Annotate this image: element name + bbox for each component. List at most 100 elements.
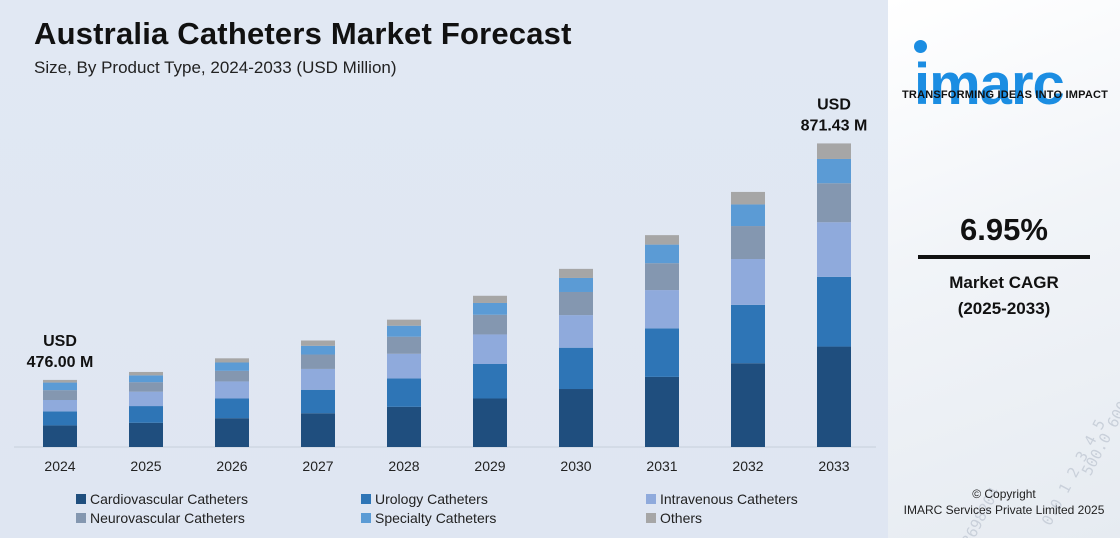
x-tick-label: 2027 — [302, 458, 333, 474]
legend-swatch — [646, 513, 656, 523]
bar-segment — [817, 276, 851, 347]
data-label: 871.43 M — [801, 117, 868, 134]
legend-label: Cardiovascular Catheters — [90, 491, 248, 507]
x-tick-label: 2032 — [732, 458, 763, 474]
legend-item: Neurovascular Catheters — [76, 510, 361, 526]
legend-label: Others — [660, 510, 703, 526]
bar-segment — [43, 382, 77, 391]
bar-segment — [473, 398, 507, 447]
bar-segment — [731, 363, 765, 447]
bar-segment — [731, 259, 765, 305]
annotations-group: USD 476.00 M USD 871.43 M — [27, 96, 868, 370]
bar-segment — [473, 314, 507, 335]
legend-item: Urology Catheters — [361, 491, 646, 507]
legend-item: Specialty Catheters — [361, 510, 646, 526]
bar-segment — [817, 222, 851, 277]
imarc-logo: imarc — [900, 26, 1110, 114]
bar-segment — [473, 295, 507, 303]
bar-segment — [129, 422, 163, 447]
bar-segment — [645, 290, 679, 329]
x-tick-label: 2026 — [216, 458, 247, 474]
legend-label: Neurovascular Catheters — [90, 510, 245, 526]
data-label: 476.00 M — [27, 354, 94, 371]
data-label: USD — [817, 96, 851, 113]
bar-segment — [215, 370, 249, 382]
bar-segment — [215, 362, 249, 371]
bar-segment — [129, 375, 163, 383]
bars-group — [43, 143, 851, 447]
legend-swatch — [361, 513, 371, 523]
bar-segment — [129, 371, 163, 376]
cagr-divider — [918, 255, 1090, 259]
legend-label: Specialty Catheters — [375, 510, 497, 526]
bar-segment — [559, 389, 593, 447]
bar-segment — [559, 277, 593, 292]
x-tick-labels: 2024 2025 2026 2027 2028 2029 2030 2031 2032 2033 — [44, 458, 849, 474]
bar-segment — [731, 191, 765, 205]
bar-segment — [731, 226, 765, 260]
x-tick-label: 2024 — [44, 458, 75, 474]
bar-segment — [473, 363, 507, 399]
x-tick-label: 2029 — [474, 458, 505, 474]
bar-segment — [129, 382, 163, 392]
bar-segment — [473, 302, 507, 315]
x-tick-label: 2033 — [818, 458, 849, 474]
cagr-label-line1: Market CAGR — [949, 273, 1059, 292]
copyright: © Copyright IMARC Services Private Limit… — [888, 486, 1120, 518]
bar-segment — [129, 406, 163, 423]
legend-swatch — [76, 494, 86, 504]
bar-segment — [473, 334, 507, 364]
bar-segment — [817, 183, 851, 223]
bar-segment — [387, 378, 421, 407]
bar-segment — [817, 158, 851, 184]
bar-segment — [387, 406, 421, 447]
bar-segment — [645, 244, 679, 264]
bar-segment — [387, 319, 421, 326]
legend-item: Others — [646, 510, 876, 526]
chart-legend: Cardiovascular Catheters Urology Catheter… — [76, 491, 876, 526]
bar-segment — [387, 325, 421, 337]
chart-subtitle: Size, By Product Type, 2024-2033 (USD Mi… — [34, 58, 397, 77]
bar-segment — [43, 425, 77, 447]
copyright-line: © Copyright — [972, 487, 1036, 501]
bar-segment — [645, 235, 679, 245]
bar-segment — [645, 328, 679, 377]
bar-segment — [215, 358, 249, 363]
data-label: USD — [43, 333, 77, 350]
bar-segment — [731, 204, 765, 227]
bar-segment — [43, 411, 77, 426]
cagr-label: Market CAGR (2025-2033) — [918, 270, 1090, 322]
legend-swatch — [76, 513, 86, 523]
bar-segment — [43, 400, 77, 412]
legend-swatch — [361, 494, 371, 504]
logo-dot-icon — [914, 40, 927, 53]
bar-segment — [43, 390, 77, 401]
stacked-bar-chart: 2024 2025 2026 2027 2028 2029 2030 2031 2032 2033… — [14, 96, 876, 474]
chart-panel: Australia Catheters Market Forecast Size… — [0, 0, 888, 538]
bar-segment — [301, 389, 335, 414]
bar-segment — [559, 315, 593, 348]
legend-label: Intravenous Catheters — [660, 491, 798, 507]
brand-tagline: TRANSFORMING IDEAS INTO IMPACT — [902, 89, 1109, 101]
x-tick-label: 2025 — [130, 458, 161, 474]
bar-segment — [129, 391, 163, 407]
legend-swatch — [646, 494, 656, 504]
legend-item: Cardiovascular Catheters — [76, 491, 361, 507]
bar-segment — [559, 268, 593, 278]
bar-segment — [559, 291, 593, 316]
side-panel: 0.0 1 2 3 4 5 500.0 600 3698204 imarc TR… — [888, 0, 1120, 538]
bar-segment — [645, 263, 679, 291]
bar-segment — [215, 398, 249, 419]
logo-wordmark: imarc — [914, 52, 1065, 117]
bar-segment — [301, 354, 335, 369]
bar-segment — [817, 143, 851, 159]
bar-segment — [301, 340, 335, 346]
legend-item: Intravenous Catheters — [646, 491, 876, 507]
bar-segment — [731, 304, 765, 364]
bar-segment — [301, 368, 335, 390]
bar-segment — [215, 418, 249, 447]
legend-label: Urology Catheters — [375, 491, 488, 507]
bar-segment — [559, 347, 593, 390]
bar-segment — [387, 336, 421, 354]
bar-segment — [817, 346, 851, 447]
